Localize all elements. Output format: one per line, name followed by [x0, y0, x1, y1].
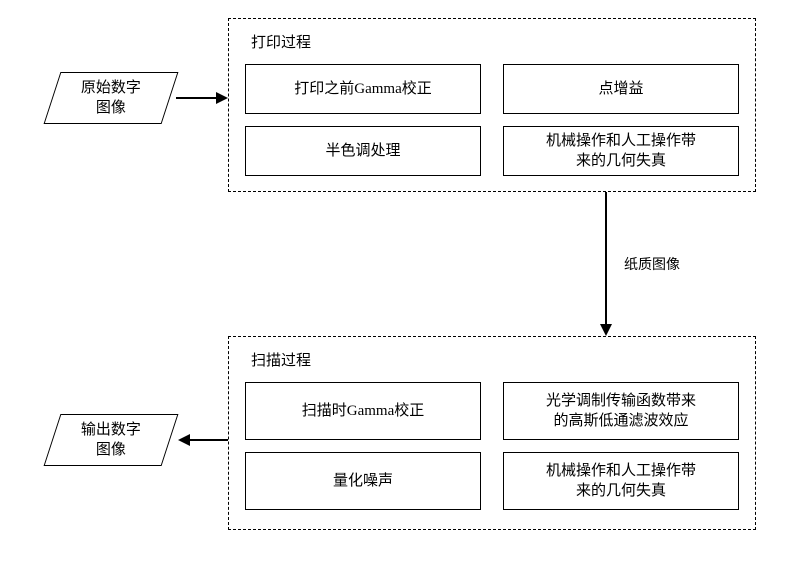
edge-scan-to-output-shaft: [188, 439, 228, 441]
node-input-label-line2: 图像: [96, 100, 126, 116]
print-box-geodistort-line2: 来的几何失真: [576, 153, 666, 169]
scan-box-gamma: 扫描时Gamma校正: [245, 382, 481, 440]
edge-print-to-scan-head: [600, 324, 612, 336]
group-print-title: 打印过程: [251, 31, 739, 52]
print-box-gamma: 打印之前Gamma校正: [245, 64, 481, 114]
node-output-label-line1: 输出数字: [81, 422, 141, 438]
print-box-halftone-label: 半色调处理: [325, 141, 400, 161]
print-box-geodistort-line1: 机械操作和人工操作带: [546, 133, 696, 149]
print-box-dotgain-label: 点增益: [598, 79, 643, 99]
edge-input-to-print-shaft: [176, 97, 218, 99]
edge-print-to-scan-shaft: [605, 192, 607, 326]
scan-box-quantnoise: 量化噪声: [245, 452, 481, 510]
group-print: 打印过程 打印之前Gamma校正 点增益 半色调处理 机械操作和人工操作带 来的…: [228, 18, 756, 192]
scan-box-geodistort-line2: 来的几何失真: [576, 483, 666, 499]
node-input-label-line1: 原始数字: [81, 80, 141, 96]
scan-box-gamma-label: 扫描时Gamma校正: [302, 401, 424, 421]
print-box-geodistort: 机械操作和人工操作带 来的几何失真: [503, 126, 739, 176]
edge-print-to-scan-label: 纸质图像: [624, 254, 680, 274]
group-scan-title: 扫描过程: [251, 349, 739, 370]
edge-scan-to-output-head: [178, 434, 190, 446]
node-input: 原始数字 图像: [44, 72, 179, 124]
scan-box-geodistort-line1: 机械操作和人工操作带: [546, 463, 696, 479]
group-scan-row2: 量化噪声 机械操作和人工操作带 来的几何失真: [245, 452, 739, 510]
node-output: 输出数字 图像: [44, 414, 179, 466]
scan-box-optical-line2: 的高斯低通滤波效应: [553, 413, 688, 429]
group-print-row2: 半色调处理 机械操作和人工操作带 来的几何失真: [245, 126, 739, 176]
print-box-dotgain: 点增益: [503, 64, 739, 114]
scan-box-optical: 光学调制传输函数带来 的高斯低通滤波效应: [503, 382, 739, 440]
scan-box-geodistort: 机械操作和人工操作带 来的几何失真: [503, 452, 739, 510]
scan-box-optical-line1: 光学调制传输函数带来: [546, 393, 696, 409]
scan-box-quantnoise-label: 量化噪声: [333, 471, 393, 491]
edge-input-to-print-head: [216, 92, 228, 104]
node-output-label-line2: 图像: [96, 442, 126, 458]
group-scan: 扫描过程 扫描时Gamma校正 光学调制传输函数带来 的高斯低通滤波效应 量化噪…: [228, 336, 756, 530]
group-print-row1: 打印之前Gamma校正 点增益: [245, 64, 739, 114]
print-box-gamma-label: 打印之前Gamma校正: [294, 79, 431, 99]
print-box-halftone: 半色调处理: [245, 126, 481, 176]
group-scan-row1: 扫描时Gamma校正 光学调制传输函数带来 的高斯低通滤波效应: [245, 382, 739, 440]
